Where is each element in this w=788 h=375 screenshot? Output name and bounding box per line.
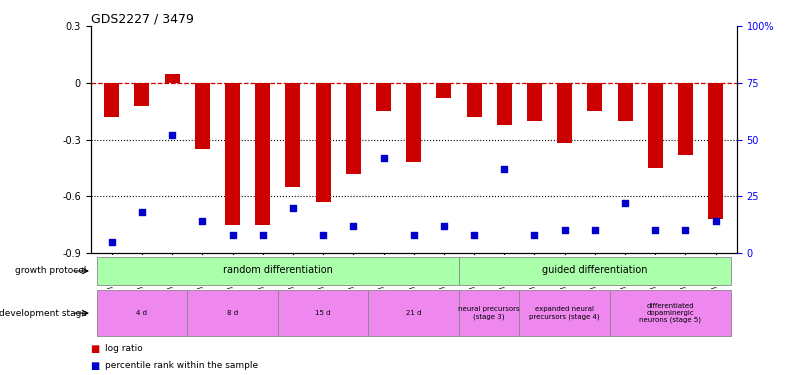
Bar [97,256,459,285]
Text: development stage: development stage [0,309,87,318]
Bar [278,290,369,336]
Bar [519,290,610,336]
Point [559,227,571,233]
Bar [459,290,519,336]
Text: ■: ■ [91,361,100,370]
Point [437,223,450,229]
Bar [285,83,300,187]
Point [226,232,239,238]
Bar [225,83,240,225]
Bar [376,83,391,111]
Bar [459,256,730,285]
Point [709,218,722,224]
Bar [648,83,663,168]
Bar [527,83,542,121]
Text: ■: ■ [91,344,100,354]
Point [196,218,209,224]
Point [498,166,511,172]
Point [287,205,299,211]
Bar [104,83,119,117]
Text: 21 d: 21 d [406,310,422,316]
Bar [188,290,278,336]
Point [106,239,118,245]
Text: random differentiation: random differentiation [223,265,333,275]
Bar [610,290,730,336]
Point [589,227,601,233]
Text: 8 d: 8 d [227,310,238,316]
Point [619,200,631,206]
Bar [315,83,331,202]
Text: differentiated
dopaminergic
neurons (stage 5): differentiated dopaminergic neurons (sta… [639,303,701,323]
Point [347,223,359,229]
Text: percentile rank within the sample: percentile rank within the sample [105,361,258,370]
Bar [708,83,723,219]
Bar [618,83,633,121]
Bar [557,83,572,144]
Bar [255,83,270,225]
Point [165,132,178,138]
Text: GDS2227 / 3479: GDS2227 / 3479 [91,12,194,25]
Bar [195,83,210,149]
Point [256,232,269,238]
Bar [437,83,452,98]
Point [649,227,662,233]
Bar [97,290,188,336]
Point [136,209,148,215]
Bar [466,83,481,117]
Point [407,232,420,238]
Bar [135,83,150,106]
Point [468,232,481,238]
Text: growth protocol: growth protocol [15,266,87,275]
Point [377,155,390,161]
Bar [406,83,422,162]
Point [679,227,692,233]
Bar [346,83,361,174]
Text: log ratio: log ratio [105,344,143,353]
Text: expanded neural
precursors (stage 4): expanded neural precursors (stage 4) [530,306,600,320]
Point [528,232,541,238]
Bar [678,83,693,155]
Point [317,232,329,238]
Text: guided differentiation: guided differentiation [542,265,648,275]
Text: 15 d: 15 d [315,310,331,316]
Text: neural precursors
(stage 3): neural precursors (stage 3) [459,306,520,320]
Bar [587,83,602,111]
Bar [165,74,180,83]
Bar [369,290,459,336]
Bar [496,83,512,124]
Text: 4 d: 4 d [136,310,147,316]
